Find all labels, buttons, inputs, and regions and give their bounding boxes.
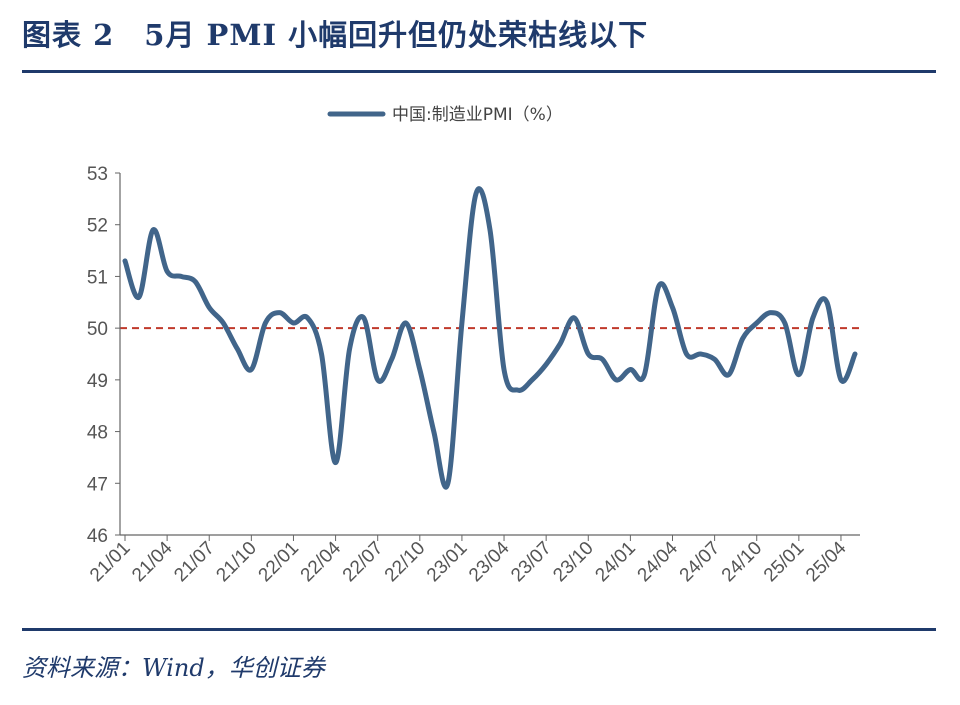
source-note: 资料来源：Wind，华创证券 bbox=[22, 654, 325, 682]
y-tick-label: 47 bbox=[87, 474, 108, 495]
y-tick-label: 46 bbox=[87, 526, 108, 547]
y-tick-label: 49 bbox=[87, 371, 108, 392]
y-tick-label: 52 bbox=[87, 216, 108, 237]
x-tick-label: 23/10 bbox=[549, 538, 597, 586]
x-tick-label: 22/04 bbox=[297, 537, 346, 586]
x-tick-label: 22/07 bbox=[339, 538, 387, 586]
bottom-rule bbox=[22, 628, 936, 631]
figure-title: 图表 2 5月 PMI 小幅回升但仍处荣枯线以下 bbox=[22, 18, 649, 52]
legend-label: 中国:制造业PMI（%） bbox=[392, 105, 563, 125]
y-tick-label: 51 bbox=[87, 267, 108, 288]
x-tick-label: 21/04 bbox=[128, 537, 177, 586]
x-tick-label: 25/01 bbox=[760, 538, 808, 586]
x-tick-label: 21/10 bbox=[212, 538, 260, 586]
x-tick-label: 23/04 bbox=[465, 537, 514, 586]
y-tick-label: 50 bbox=[87, 319, 108, 340]
x-tick-label: 24/10 bbox=[718, 538, 766, 586]
x-tick-label: 22/01 bbox=[255, 538, 303, 586]
x-tick-label: 23/07 bbox=[507, 538, 555, 586]
legend: 中国:制造业PMI（%） bbox=[327, 105, 563, 125]
x-tick-label: 24/07 bbox=[676, 538, 724, 586]
x-tick-label: 24/01 bbox=[591, 538, 639, 586]
top-rule bbox=[22, 70, 936, 73]
y-tick-label: 53 bbox=[87, 164, 108, 185]
x-tick-label: 24/04 bbox=[634, 537, 683, 586]
series-line bbox=[122, 186, 858, 490]
x-tick-label: 25/04 bbox=[802, 537, 851, 586]
x-tick-label: 21/07 bbox=[170, 538, 218, 586]
x-tick-label: 22/10 bbox=[381, 538, 429, 586]
y-tick-label: 48 bbox=[87, 423, 108, 444]
x-tick-label: 23/01 bbox=[423, 538, 471, 586]
